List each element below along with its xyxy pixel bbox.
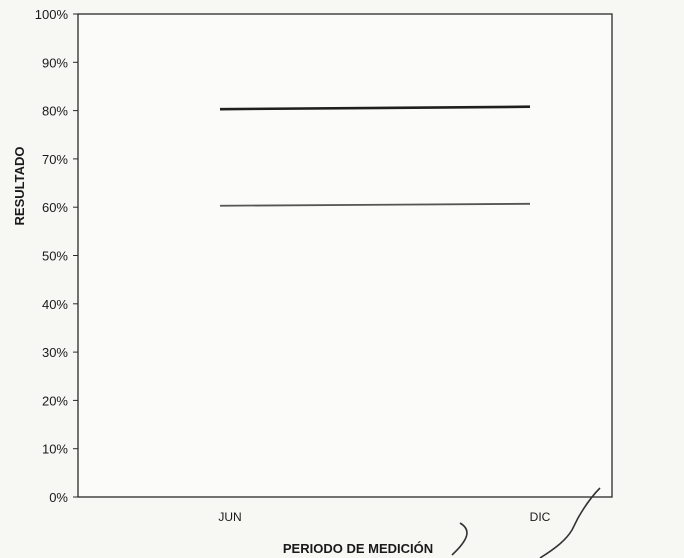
y-tick-label: 70% bbox=[42, 152, 68, 167]
y-tick-label: 30% bbox=[42, 345, 68, 360]
signature-mark bbox=[451, 487, 601, 558]
series-line-2 bbox=[219, 202, 531, 207]
y-tick-label: 20% bbox=[42, 393, 68, 408]
y-tick-label: 0% bbox=[49, 490, 68, 505]
y-axis-ticks: 0% 10% 20% 30% 40% 50% 60% 70% 80% 90% 100% bbox=[35, 7, 78, 505]
y-tick-label: 80% bbox=[42, 104, 68, 119]
plot-area bbox=[77, 13, 613, 498]
y-axis-title: RESULTADO bbox=[12, 147, 27, 226]
y-tick-label: 50% bbox=[42, 249, 68, 264]
series-layer bbox=[219, 105, 531, 207]
x-axis-title: PERIODO DE MEDICIÓN bbox=[283, 541, 433, 556]
y-tick-label: 60% bbox=[42, 200, 68, 215]
x-axis-ticks: JUN DIC bbox=[218, 510, 550, 524]
x-tick-label: DIC bbox=[530, 510, 551, 524]
series-line-1 bbox=[219, 105, 531, 111]
y-tick-label: 100% bbox=[35, 7, 69, 22]
y-tick-label: 10% bbox=[42, 442, 68, 457]
y-tick-label: 40% bbox=[42, 297, 68, 312]
x-tick-label: JUN bbox=[218, 510, 241, 524]
y-tick-label: 90% bbox=[42, 55, 68, 70]
